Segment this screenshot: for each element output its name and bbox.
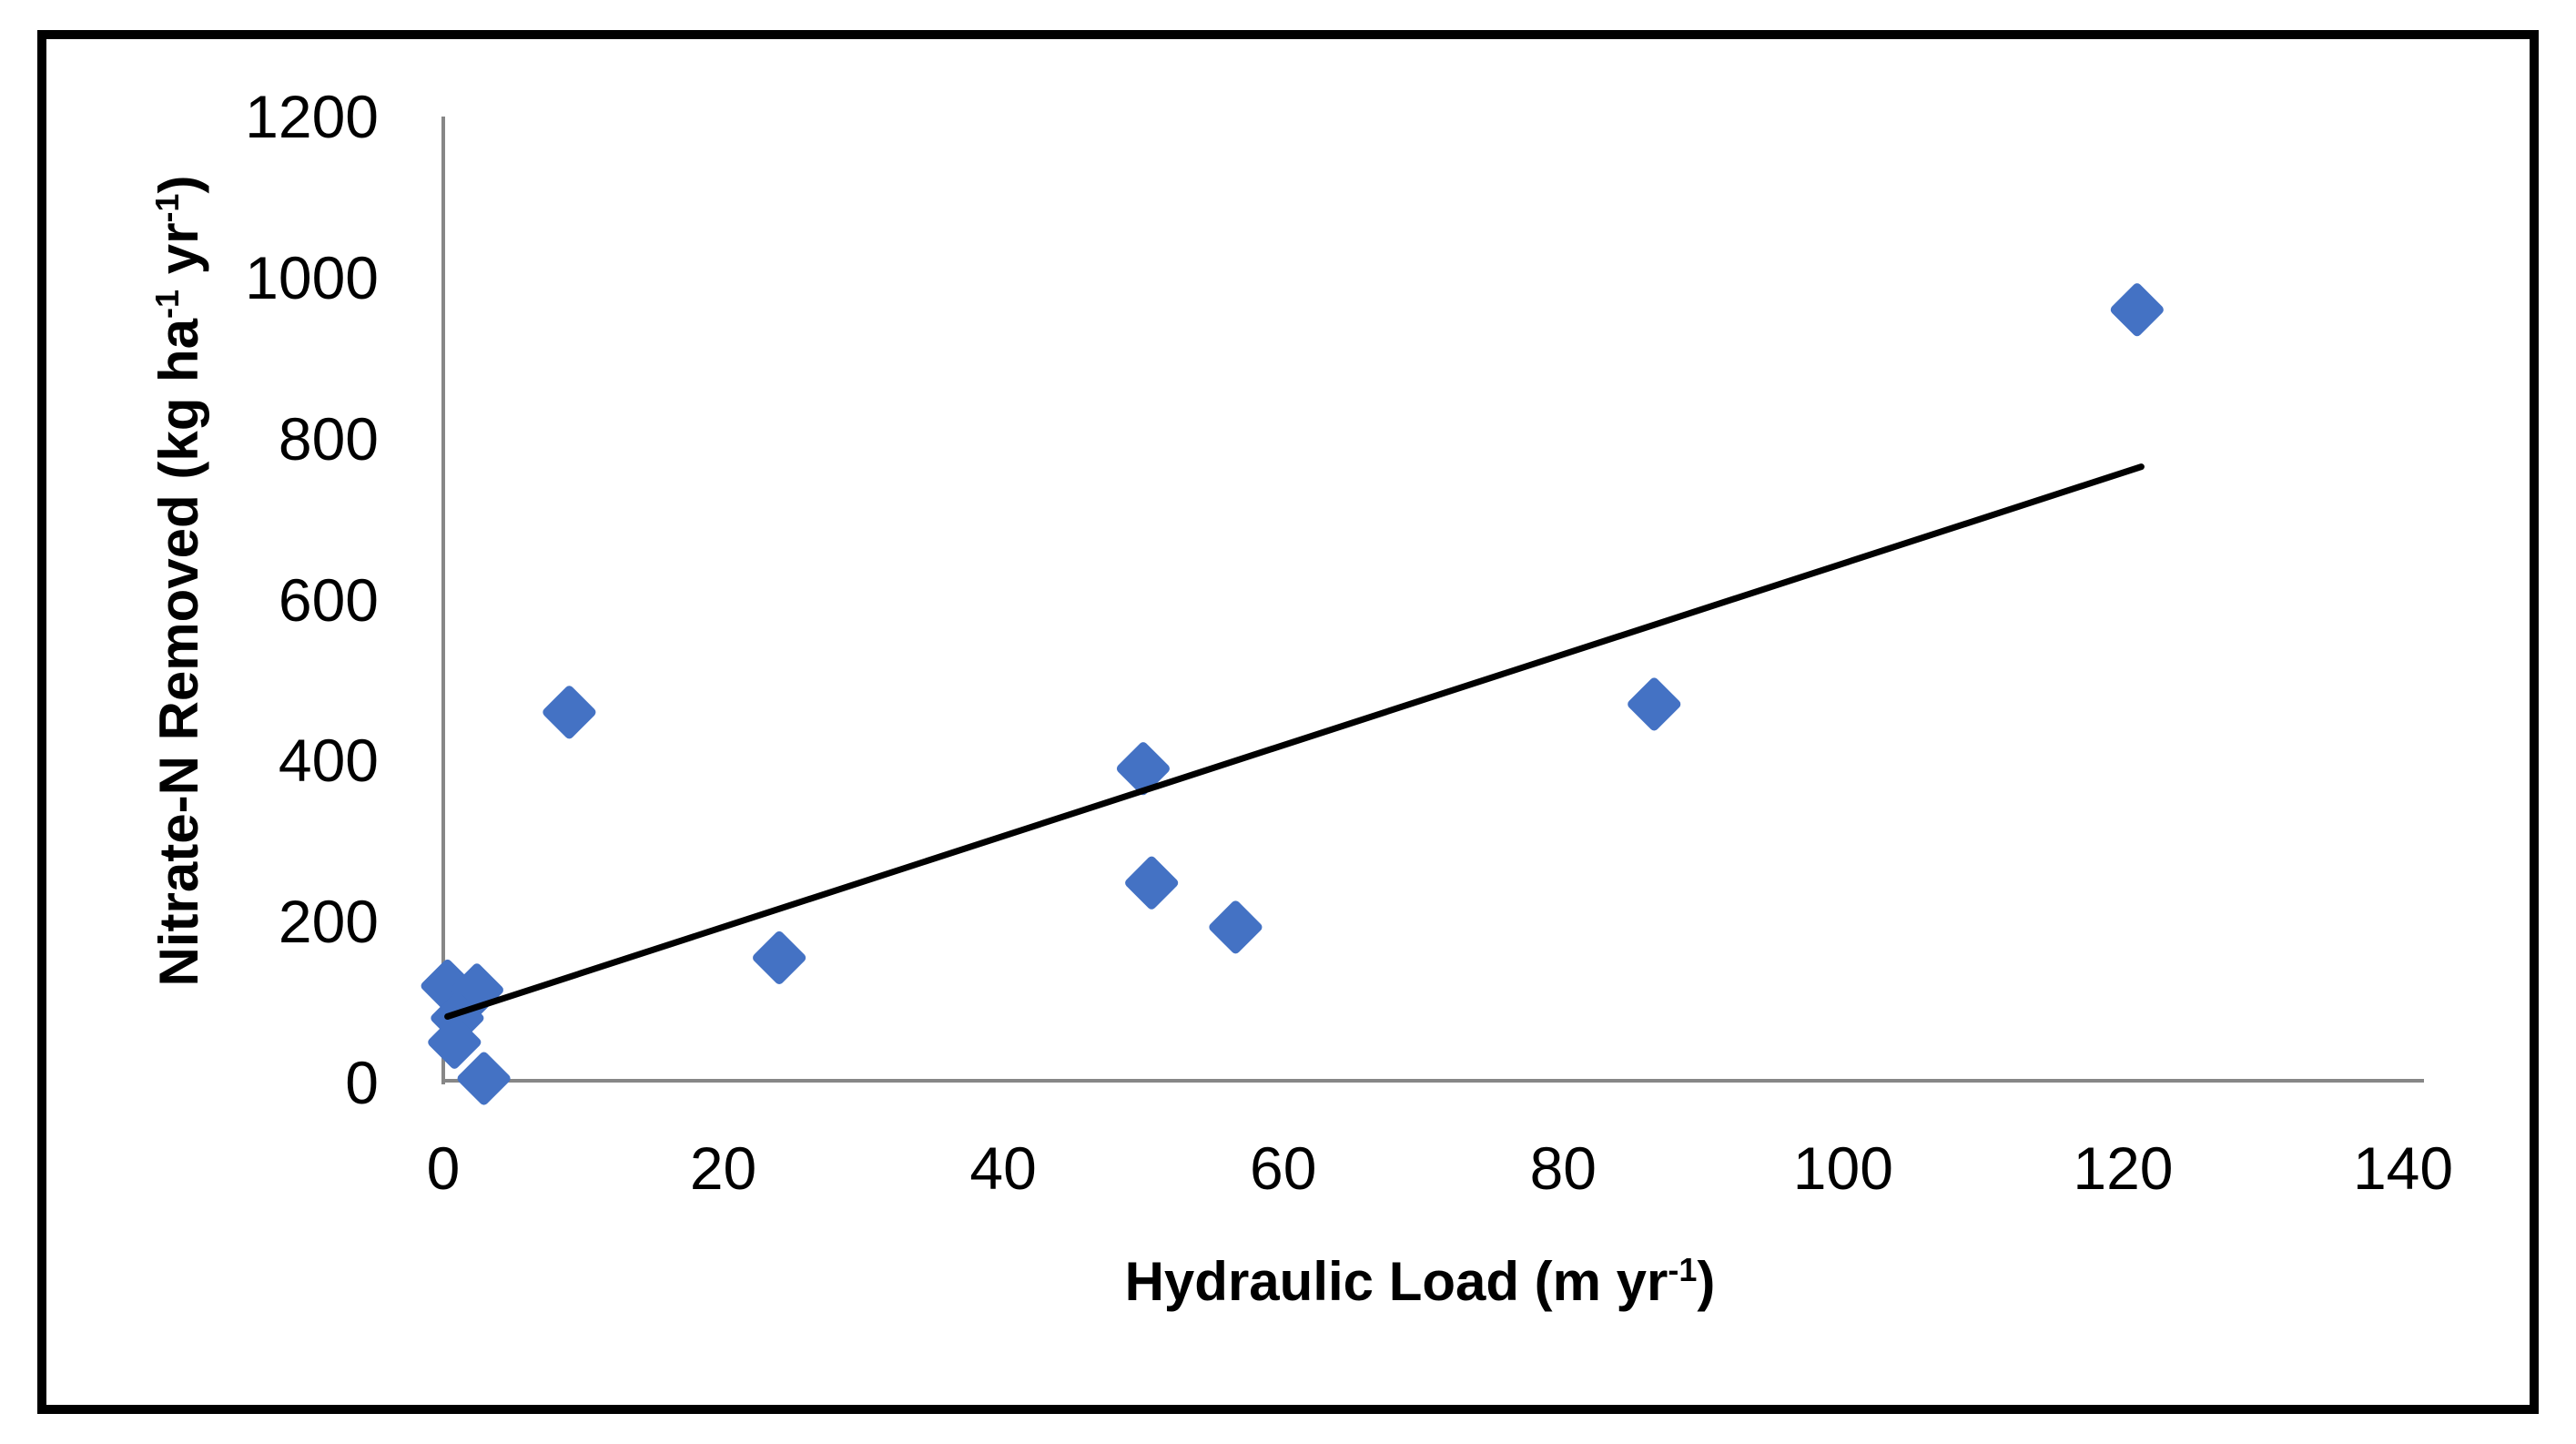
x-axis-tick-label: 80 [1529, 1134, 1597, 1202]
chart-border [37, 30, 2539, 1414]
x-axis-tick-label: 0 [426, 1134, 461, 1202]
y-axis-title-text: ) [148, 175, 209, 194]
data-point-marker [428, 1015, 482, 1069]
y-axis-title-text: Nitrate-N Removed (kg ha [148, 318, 209, 987]
x-axis-tick-label: 140 [2352, 1134, 2454, 1202]
data-point-marker [1125, 856, 1179, 910]
data-point-marker [1116, 742, 1170, 796]
x-axis-title-text: Hydraulic Load (m yr [1124, 1251, 1668, 1312]
x-axis-title: Hydraulic Load (m yr-1) [1125, 1249, 1716, 1315]
data-point-marker [1628, 677, 1681, 731]
data-point-marker [543, 686, 596, 739]
data-point-marker [457, 1052, 511, 1105]
y-axis-tick-label: 1200 [245, 83, 379, 150]
y-axis-tick-label: 0 [345, 1049, 379, 1116]
data-point-marker [2110, 283, 2164, 337]
x-axis-tick-label: 40 [969, 1134, 1037, 1202]
x-axis-tick-label: 60 [1249, 1134, 1317, 1202]
y-axis-tick-label: 800 [278, 404, 379, 473]
y-axis-tick-label: 600 [278, 565, 379, 634]
y-axis-title-superscript: -1 [148, 289, 186, 319]
x-axis-title-text: ) [1697, 1251, 1716, 1312]
x-axis-tick-label: 20 [689, 1134, 757, 1202]
x-axis-title-superscript: -1 [1668, 1251, 1698, 1288]
x-axis-tick-label: 120 [2073, 1134, 2174, 1202]
y-axis-title: Nitrate-N Removed (kg ha-1 yr-1) [147, 176, 212, 987]
data-point-marker [1209, 900, 1263, 954]
y-axis-title-text: yr [148, 222, 209, 290]
y-axis-tick-label: 200 [278, 888, 379, 956]
data-point-marker [753, 930, 806, 984]
y-axis-tick-label: 400 [278, 727, 379, 795]
trendline [444, 463, 2145, 1020]
y-axis-tick-label: 1000 [245, 243, 379, 311]
y-axis-title-superscript: -1 [148, 193, 186, 223]
x-axis-tick-label: 100 [1792, 1134, 1893, 1202]
